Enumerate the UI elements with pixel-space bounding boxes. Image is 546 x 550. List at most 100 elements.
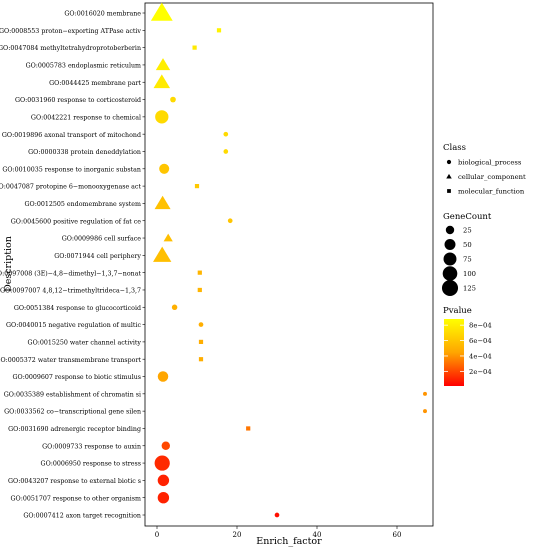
y-axis-label: Description [3,236,14,292]
data-point [423,391,427,396]
x-axis-label: Enrich_factor [256,536,322,547]
data-point [159,163,170,174]
x-tick-label: 20 [233,531,242,539]
legend-class-title: Class [443,143,466,153]
y-tick-label: GO:0035389 establishment of chromatin si [4,391,141,398]
legend-genecount-key [444,239,456,250]
legend-genecount-label: 100 [463,270,476,278]
legend-class-key [447,189,451,193]
y-tick-label: GO:0033562 co−transcriptional gene silen [4,409,141,416]
y-tick-label: GO:0006950 response to stress [41,461,141,468]
data-point [153,246,172,262]
y-tick-label: GO:0044425 membrane part [49,80,141,87]
y-tick-label: GO:0012505 endomembrane system [25,201,141,208]
legend-class-key [446,159,452,165]
data-point [223,131,229,137]
data-point [155,110,169,124]
x-axis: 0 20 40 60 [155,526,402,539]
data-point [155,58,171,71]
y-tick-label: GO:0031690 adrenergic receptor binding [8,426,141,433]
legend-pvalue-ticks: 8e−04 6e−04 4e−04 2e−04 [444,322,492,376]
y-tick-label: GO:0005372 water transmembrane transport [0,357,141,364]
y-tick-label: GO:0043207 response to external biotic s [8,478,141,485]
legend-genecount-label: 75 [463,256,472,264]
y-tick-marks [142,12,145,516]
legend-genecount-title: GeneCount [443,212,492,222]
pvalue-tick-label: 4e−04 [469,352,492,360]
x-tick-label: 0 [155,531,159,539]
legend-genecount-key [441,279,459,297]
data-point [154,455,170,471]
y-tick-label: GO:0008553 proton−exporting ATPase activ [0,28,141,35]
data-point [157,474,170,487]
y-tick-label: GO:0047087 protopine 6−monooxygenase act [0,184,141,191]
y-tick-label: GO:0005783 endoplasmic reticulum [26,63,141,70]
y-tick-label: GO:0040015 negative regulation of multic [6,322,141,329]
legend-genecount-label: 25 [463,227,472,235]
legend-genecount-key [445,225,455,235]
legend-genecount-entries: 25 50 75 100 125 [441,225,476,297]
pvalue-colorbar [444,319,464,386]
y-tick-label: GO:0015250 water channel activity [28,339,142,346]
data-point [197,270,202,275]
data-point [198,357,204,362]
y-tick-label: GO:0010035 response to inorganic substan [2,166,141,173]
legend-genecount-label: 125 [463,285,476,293]
y-tick-label: GO:0009607 response to biotic stimulus [13,374,142,381]
data-point [198,322,204,327]
y-tick-label: GO:0045600 positive regulation of fat ce [11,218,142,225]
y-tick-label: GO:0031960 response to corticosteroid [15,97,141,104]
y-tick-label: GO:0016020 membrane [64,11,141,18]
data-point [153,74,171,89]
data-point [194,183,200,189]
data-point [197,287,202,293]
legend-class-key [446,173,452,179]
y-tick-labels: GO:0016020 membrane GO:0008553 proton−exp… [0,11,141,520]
data-point [157,491,170,504]
data-point [192,45,197,50]
data-point [246,426,251,431]
data-points [150,2,427,518]
y-tick-label: GO:0097008 (3E)−4,8−dimethyl−1,3,7−nonat [0,270,141,277]
data-point [223,149,229,154]
data-point [157,371,169,382]
data-point [423,409,427,414]
data-point [227,218,233,224]
y-tick-label: GO:0071944 cell periphery [54,253,141,260]
legend-class-label: biological_process [458,159,522,167]
data-point [171,304,178,311]
data-point [198,339,204,345]
data-point [154,195,171,210]
data-point [274,512,280,518]
y-tick-label: GO:0000338 protein deneddylation [28,149,141,156]
legend-genecount-key [442,266,458,281]
legend-genecount-key [443,252,457,266]
data-point [150,2,173,21]
y-tick-label: GO:0009733 response to auxin [42,443,141,450]
legend-genecount-label: 50 [463,241,472,249]
y-tick-label: GO:0009986 cell surface [62,236,142,243]
y-tick-label: GO:0047084 methyltetrahydroprotoberberin [0,45,141,52]
y-tick-label: GO:0042221 response to chemical [31,114,141,121]
legend-class-label: molecular_function [458,188,525,196]
y-tick-label: GO:0019896 axonal transport of mitochond [2,132,141,139]
data-point [161,441,170,450]
y-tick-label: GO:0007412 axon target recognition [23,513,141,520]
y-tick-label: GO:0051384 response to glucocorticoid [14,305,141,312]
pvalue-tick-label: 2e−04 [469,368,492,376]
y-tick-label: GO:0097007 4,8,12−trimethyltrideca−1,3,7 [0,288,141,295]
legend-class-entries: biological_process cellular_componentmole… [446,159,526,196]
legend: Class biological_process cellular_compone… [441,143,526,386]
legend-class-label: cellular_component [458,173,526,181]
data-point [163,233,173,242]
data-point [216,28,222,33]
x-tick-label: 60 [393,531,402,539]
plot-panel [144,2,434,527]
data-point [170,96,176,103]
legend-pvalue-title: Pvalue [443,306,472,316]
y-tick-label: GO:0051707 response to other organism [11,495,141,502]
pvalue-tick-label: 8e−04 [469,322,492,330]
pvalue-tick-label: 6e−04 [469,337,492,345]
x-tick-label: 40 [313,531,322,539]
